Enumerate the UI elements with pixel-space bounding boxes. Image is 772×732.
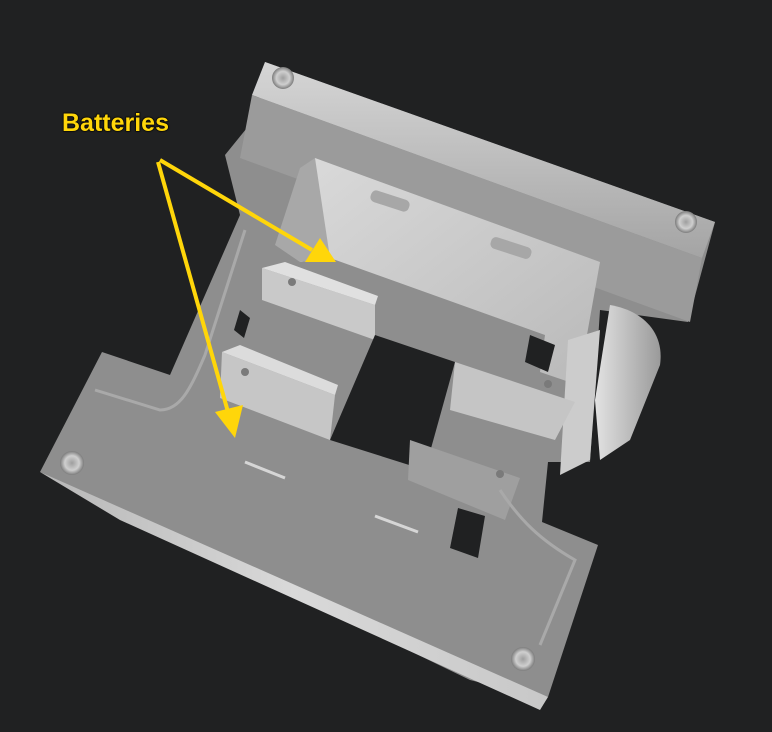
perimeter-groove — [94, 229, 247, 412]
screw-hole — [544, 380, 552, 388]
arrow-lower — [156, 161, 230, 413]
annotation-arrows — [156, 158, 336, 438]
mounting-hole — [272, 67, 294, 89]
battery-holder-left-top — [222, 345, 338, 395]
screw-hole — [288, 278, 296, 286]
mounting-hole — [675, 211, 697, 233]
wall-slot-1 — [370, 190, 410, 212]
perimeter-groove — [498, 489, 577, 646]
arrow-upper — [158, 158, 314, 252]
front-edge — [40, 472, 548, 710]
back-wall — [300, 158, 600, 385]
top-rail — [252, 62, 715, 258]
mounting-hole — [511, 647, 535, 671]
screw-hole — [496, 470, 504, 478]
battery-holder-upper — [262, 268, 375, 340]
floor-slit-2 — [374, 514, 419, 534]
right-curved-wall — [595, 305, 661, 460]
arrow-lower-head — [215, 405, 243, 438]
wall-slot-2 — [490, 237, 532, 259]
battery-holder-right-lower — [408, 440, 520, 520]
screw-hole — [241, 368, 249, 376]
battery-holder-right — [450, 362, 575, 440]
battery-holder-upper-top — [262, 262, 378, 305]
center-opening — [330, 335, 455, 470]
batteries-label: Batteries — [61, 108, 170, 138]
arrow-upper-head — [305, 238, 336, 262]
floor-slit-1 — [244, 460, 286, 480]
mounting-hole — [60, 451, 84, 475]
battery-holder-left — [220, 352, 335, 440]
cutout-small-3 — [234, 310, 250, 338]
cutout-small-1 — [450, 508, 485, 558]
right-side-panel — [560, 330, 600, 475]
cutout-small-2 — [525, 335, 555, 372]
